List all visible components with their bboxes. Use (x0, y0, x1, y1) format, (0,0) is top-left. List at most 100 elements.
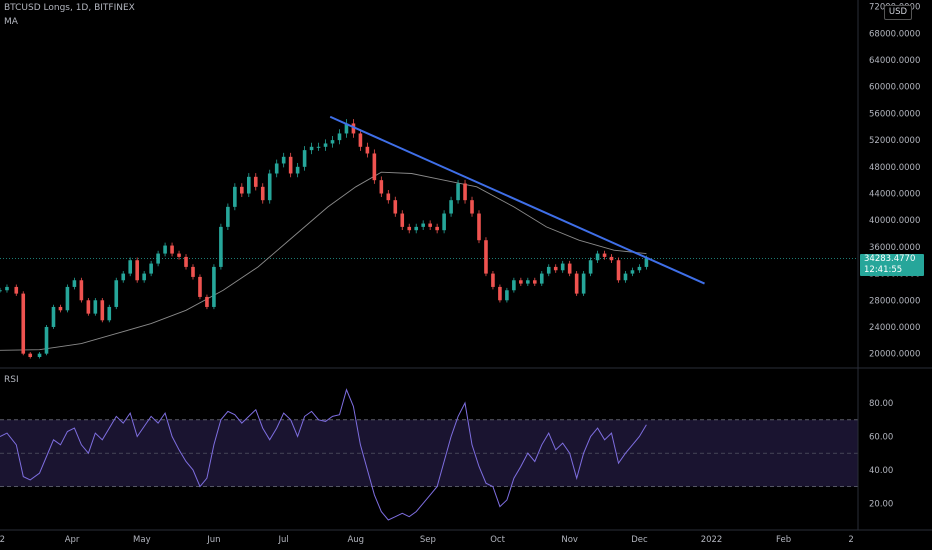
candle-body (5, 286, 9, 291)
candle-body (72, 280, 77, 287)
candle-body (93, 300, 98, 314)
candle-body (170, 245, 174, 254)
candle-body (219, 226, 223, 267)
candle-body (212, 266, 216, 307)
countdown-timer: 12:41:55 (864, 265, 903, 275)
candle-body (407, 226, 412, 231)
candle-body (442, 213, 446, 231)
candle-body (365, 146, 370, 154)
trendline[interactable] (329, 115, 705, 285)
candle-body (128, 260, 133, 274)
candle-body (233, 186, 237, 207)
candle-body (498, 286, 502, 301)
candle-body (205, 296, 209, 307)
rsi-tick-label: 40.00 (869, 466, 893, 476)
candle-body (246, 176, 251, 194)
candle-body (574, 273, 579, 294)
candle-body (184, 256, 188, 267)
candle-body (491, 273, 495, 287)
price-tick-label: 44000.0000 (869, 190, 920, 200)
candle-body (37, 353, 42, 357)
candle-body (567, 263, 572, 274)
candle-body (539, 273, 544, 284)
candle-body (323, 143, 328, 147)
time-tick-label: Sep (420, 535, 436, 545)
time-tick-label: Nov (561, 535, 578, 545)
candle-body (288, 156, 293, 174)
currency-button[interactable]: USD (884, 5, 912, 20)
candle-body (253, 176, 258, 187)
candle-body (337, 133, 342, 141)
candle-body (344, 123, 349, 134)
candle-body (526, 280, 530, 284)
candle-body (28, 353, 33, 357)
candle-body (107, 306, 112, 321)
candle-body (295, 166, 300, 174)
candle-body (309, 146, 314, 151)
price-tick-label: 56000.0000 (869, 109, 920, 119)
candle-body (609, 256, 614, 261)
price-tick-label: 64000.0000 (869, 56, 920, 66)
candle-body (58, 306, 63, 311)
candle-body (386, 193, 391, 201)
candle-body (505, 290, 509, 301)
time-tick-label: Apr (65, 535, 80, 545)
candle-body (532, 280, 537, 284)
rsi-tick-label: 20.00 (869, 499, 893, 509)
candle-body (546, 266, 551, 274)
candle-body (226, 206, 230, 227)
candle-body (553, 266, 558, 271)
candle-body (79, 280, 84, 301)
candle-body (191, 266, 195, 277)
ma-line (0, 171, 647, 351)
candle-body (274, 163, 279, 174)
candle-body (372, 153, 377, 181)
candle-body (428, 223, 432, 227)
candle-body (581, 273, 586, 294)
price-tick-label: 60000.0000 (869, 83, 920, 93)
candle-body (114, 280, 119, 307)
rsi-tick-label: 60.00 (869, 432, 893, 442)
candle-body (302, 150, 307, 167)
candle-body (470, 200, 474, 214)
symbol-legend[interactable]: BTCUSD Longs, 1D, BITFINEX (4, 3, 135, 13)
candle-body (44, 326, 49, 354)
candle-body (0, 290, 2, 292)
candle-body (21, 293, 26, 354)
price-tick-label: 48000.0000 (869, 163, 920, 173)
candle-body (198, 276, 202, 297)
candle-body (240, 186, 244, 194)
candle-body (602, 253, 607, 257)
candle-body (477, 213, 481, 241)
time-tick-label: 2022 (701, 535, 723, 545)
time-tick-label: 2 (0, 535, 5, 545)
candle-body (435, 226, 439, 231)
candle-body (135, 260, 139, 281)
candle-body (400, 213, 405, 227)
candle-body (588, 260, 593, 274)
price-tick-label: 28000.0000 (869, 296, 920, 306)
candle-body (393, 200, 398, 214)
candle-body (156, 253, 160, 264)
time-tick-label: 2 (848, 535, 853, 545)
candle-body (121, 273, 126, 281)
candle-body (86, 300, 91, 314)
candle-body (65, 286, 70, 311)
candle-body (456, 183, 460, 201)
time-tick-label: Jun (206, 535, 220, 545)
candle-body (330, 140, 335, 144)
last-price-value: 34283.4770 (864, 254, 916, 264)
last-price-badge: 34283.4770 12:41:55 (860, 254, 924, 276)
ma-legend[interactable]: MA (4, 17, 18, 27)
candle-body (560, 263, 565, 271)
candle-body (414, 226, 419, 231)
price-tick-label: 68000.0000 (869, 29, 920, 39)
time-tick-label: Feb (776, 535, 791, 545)
rsi-legend[interactable]: RSI (4, 375, 19, 385)
candle-body (512, 280, 516, 291)
candle-body (463, 183, 467, 201)
rsi-line (0, 388, 647, 521)
candle-body (449, 200, 453, 214)
candle-body (163, 245, 167, 254)
